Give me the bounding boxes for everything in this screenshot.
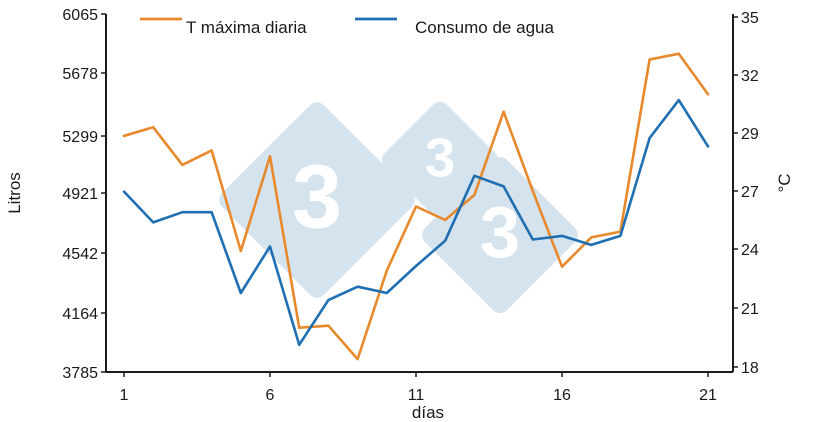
x-tick-label: 6 [266, 387, 275, 404]
right-tick-label: 24 [741, 242, 759, 259]
right-tick-labels: 18 21 24 27 29 32 35 [733, 10, 759, 377]
svg-text:3: 3 [425, 127, 456, 189]
right-tick-label: 18 [741, 360, 759, 377]
x-axis-title: días [412, 403, 444, 422]
left-tick-label: 4921 [62, 186, 98, 203]
right-tick-label: 21 [741, 301, 759, 318]
left-tick-label: 6065 [62, 7, 98, 24]
x-tick-label: 11 [408, 387, 425, 404]
series-lines [122, 52, 710, 361]
watermark-logo: 3 33 [219, 101, 578, 313]
right-tick-label: 27 [741, 184, 759, 201]
watermark-tile: 3 [219, 102, 415, 298]
legend-label: Consumo de agua [415, 18, 554, 37]
right-tick-label: 29 [741, 126, 759, 143]
series-line-t-maxima-diaria [122, 52, 710, 361]
legend-item: T máxima diaria [140, 17, 307, 37]
left-tick-label: 5678 [62, 66, 98, 83]
x-tick-label: 1 [120, 387, 129, 404]
svg-text:3: 3 [292, 147, 342, 247]
left-tick-label: 5299 [62, 129, 98, 146]
legend: T máxima diaria Consumo de agua [140, 17, 554, 37]
left-tick-label: 4542 [62, 246, 98, 263]
x-tick-label: 21 [699, 387, 717, 404]
legend-item: Consumo de agua [355, 17, 554, 37]
legend-label: T máxima diaria [186, 18, 307, 37]
x-tick-labels: 1 6 11 16 21 [120, 372, 717, 404]
right-tick-label: 32 [741, 68, 759, 85]
left-tick-label: 3785 [62, 365, 98, 382]
y-axis-right-title: °C [775, 173, 794, 192]
left-tick-labels: 3785 4164 4542 4921 5299 5678 6065 [62, 7, 106, 382]
y-axis-left-title: Litros [5, 172, 24, 214]
right-tick-label: 35 [741, 10, 759, 27]
series-line-consumo-de-agua [122, 98, 710, 347]
x-tick-label: 16 [553, 387, 571, 404]
left-tick-label: 4164 [62, 306, 98, 323]
